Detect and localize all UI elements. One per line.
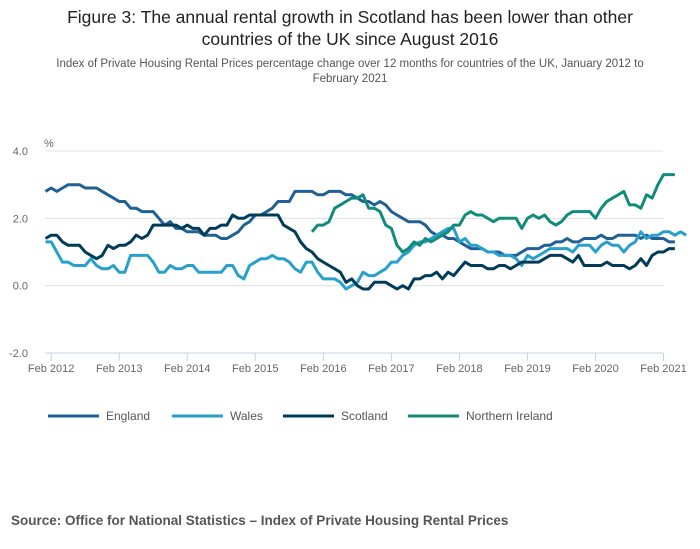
x-tick-label: Feb 2018 bbox=[436, 363, 482, 375]
y-axis: 4.0 2.0 0.0 -2.0 bbox=[9, 146, 28, 360]
x-tick-label: Feb 2016 bbox=[300, 363, 346, 375]
x-tick-label: Feb 2012 bbox=[28, 363, 74, 375]
series-line-scotland bbox=[44, 213, 675, 291]
legend-item-england: England bbox=[48, 409, 150, 423]
legend-label: Wales bbox=[230, 409, 263, 423]
x-tick-label: Feb 2017 bbox=[368, 363, 414, 375]
series-line-england bbox=[44, 183, 675, 257]
x-tick-label: Feb 2014 bbox=[164, 363, 210, 375]
chart-title-line-2: countries of the UK since August 2016 bbox=[201, 29, 499, 49]
chart-subtitle-line-2: February 2021 bbox=[312, 73, 388, 85]
chart-title: Figure 3: The annual rental growth in Sc… bbox=[0, 6, 700, 50]
x-axis: Feb 2012 Feb 2013 Feb 2014 Feb 2015 Feb 2016… bbox=[28, 352, 687, 375]
y-axis-unit-label: % bbox=[44, 138, 54, 150]
legend-label: Scotland bbox=[341, 409, 388, 423]
y-tick-label: 0.0 bbox=[13, 281, 28, 293]
series-line-northern-ireland bbox=[310, 173, 675, 254]
x-tick-label: Feb 2013 bbox=[96, 363, 142, 375]
line-chart: 4.0 2.0 0.0 -2.0 % Feb 2012 Feb 2013 Feb 2014… bbox=[9, 138, 687, 423]
x-tick-label: Feb 2019 bbox=[504, 363, 550, 375]
series-line-wales bbox=[45, 226, 687, 291]
source-note: Source: Office for National Statistics –… bbox=[11, 513, 509, 528]
y-tick-label: 2.0 bbox=[13, 213, 28, 225]
legend-item-wales: Wales bbox=[172, 409, 263, 423]
series-lines bbox=[44, 173, 687, 291]
legend-item-northern-ireland: Northern Ireland bbox=[408, 409, 553, 423]
y-tick-label: 4.0 bbox=[13, 146, 28, 158]
x-tick-label: Feb 2021 bbox=[640, 363, 686, 375]
legend-label: Northern Ireland bbox=[466, 409, 553, 423]
y-tick-label: -2.0 bbox=[9, 348, 28, 360]
x-tick-label: Feb 2015 bbox=[232, 363, 278, 375]
gridlines bbox=[45, 150, 663, 287]
chart-subtitle: Index of Private Housing Rental Prices p… bbox=[20, 57, 680, 87]
chart-subtitle-line-1: Index of Private Housing Rental Prices p… bbox=[56, 58, 644, 70]
legend-label: England bbox=[106, 409, 150, 423]
chart-title-line-1: Figure 3: The annual rental growth in Sc… bbox=[67, 7, 633, 27]
legend: England Wales Scotland Northern Ireland bbox=[48, 409, 553, 423]
x-tick-label: Feb 2020 bbox=[572, 363, 618, 375]
legend-item-scotland: Scotland bbox=[283, 409, 388, 423]
